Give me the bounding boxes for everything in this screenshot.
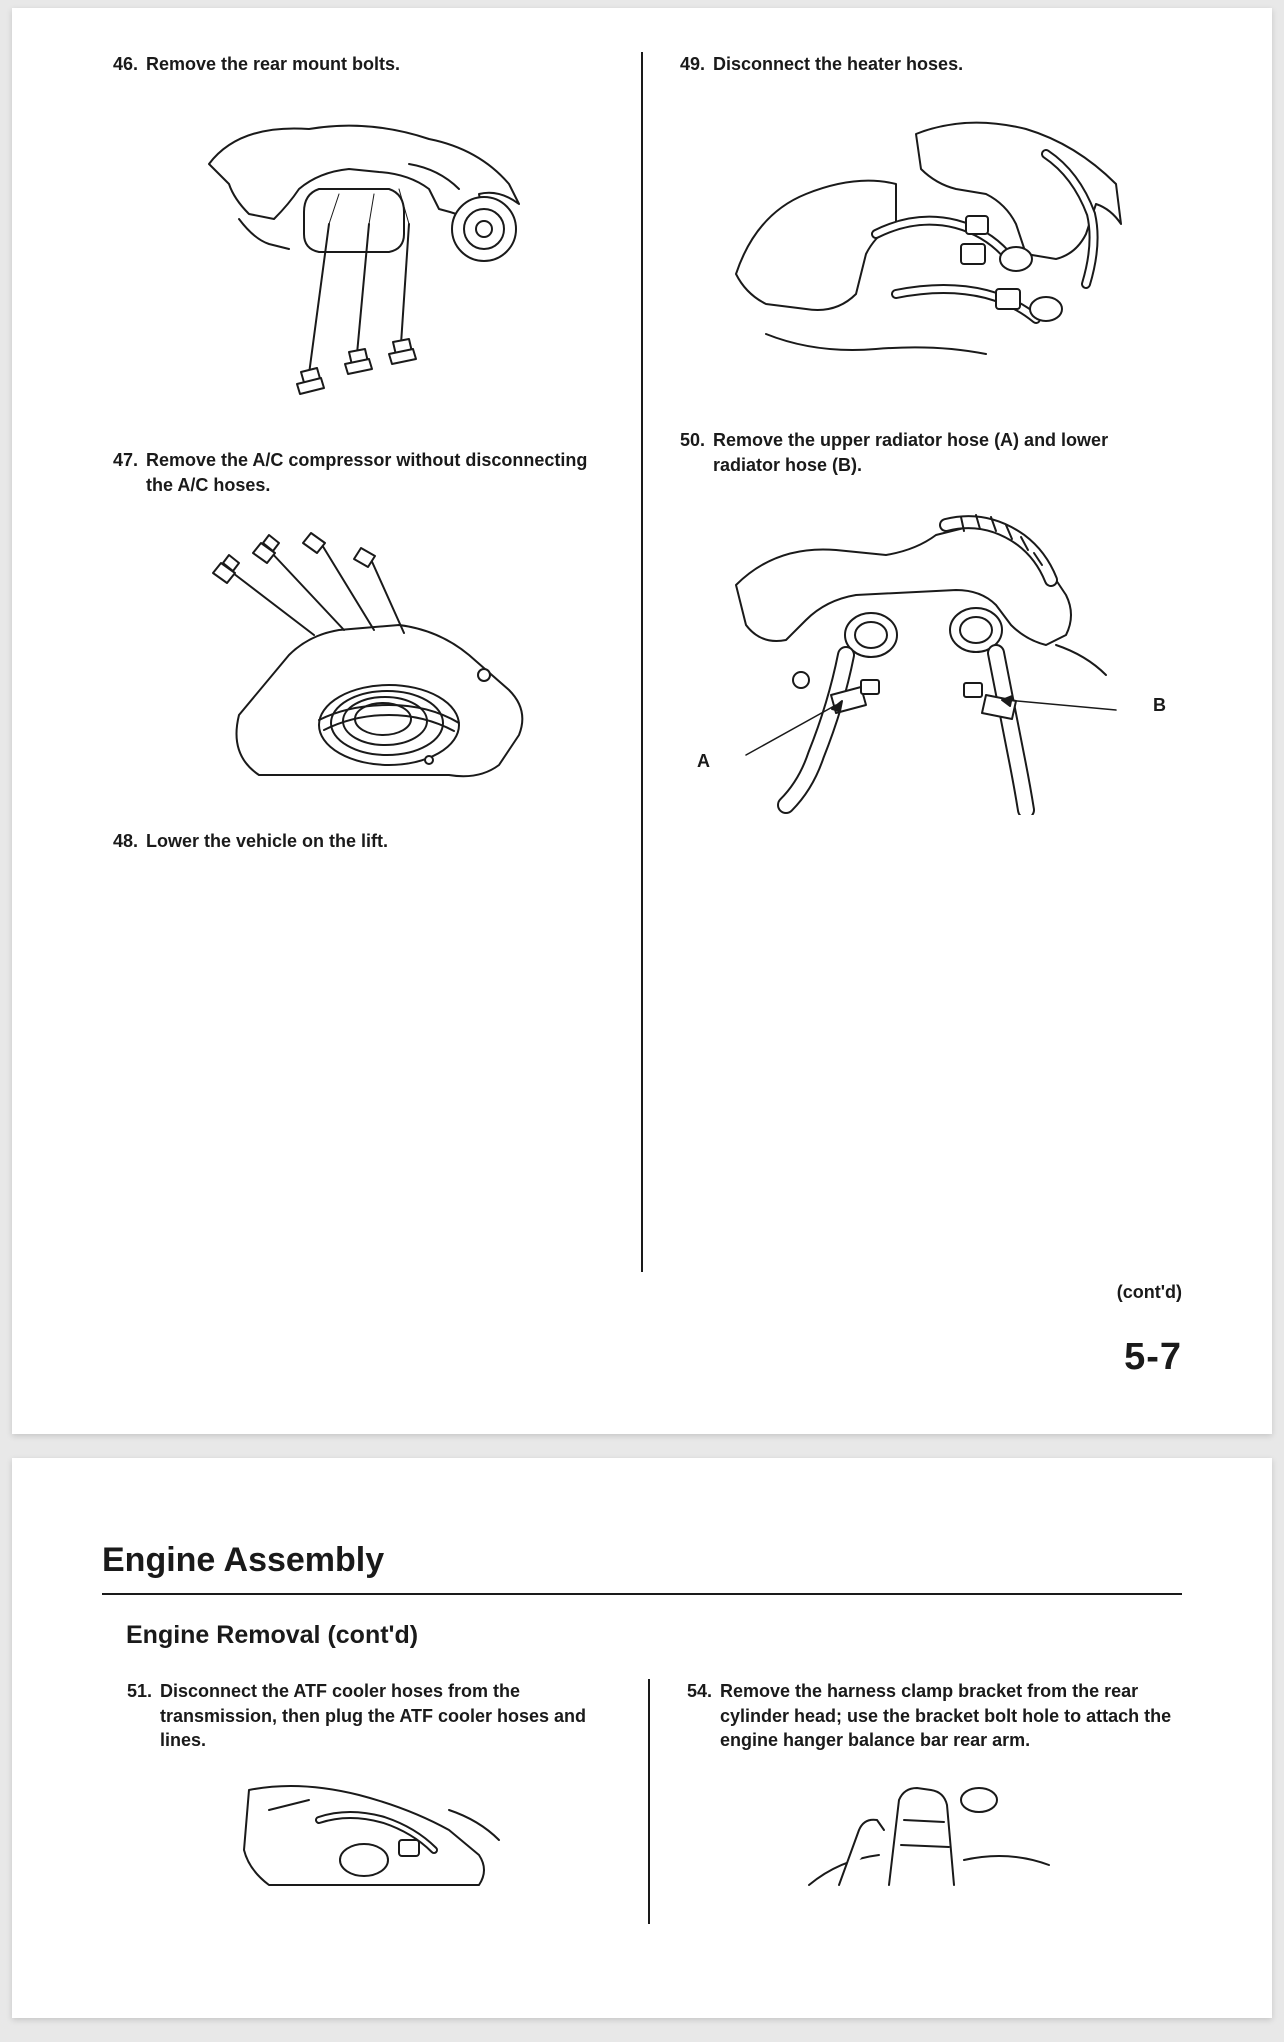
label-b: B (1153, 693, 1166, 717)
figure-radiator-hoses: A B (679, 495, 1172, 815)
left-column: 46. Remove the rear mount bolts. (102, 52, 641, 1272)
subsection-heading: Engine Removal (cont'd) (126, 1619, 1182, 1653)
figure-atf-cooler-hoses (126, 1770, 612, 1890)
manual-page-2: Engine Assembly Engine Removal (cont'd) … (12, 1458, 1272, 2018)
step-text: Remove the harness clamp bracket from th… (720, 1679, 1172, 1752)
label-a: A (697, 749, 710, 773)
right-column: 49. Disconnect the heater hoses. (641, 52, 1182, 1272)
step-number: 50. (679, 428, 713, 477)
figure-harness-clamp-bracket (686, 1770, 1172, 1890)
step-49: 49. Disconnect the heater hoses. (679, 52, 1172, 76)
step-text: Remove the rear mount bolts. (146, 52, 605, 76)
step-number: 46. (112, 52, 146, 76)
figure-heater-hoses (679, 94, 1172, 394)
figure-rear-mount-bolts (112, 94, 605, 414)
heading-rule (102, 1593, 1182, 1595)
step-number: 51. (126, 1679, 160, 1752)
figure-ac-compressor (112, 515, 605, 795)
step-47: 47. Remove the A/C compressor without di… (112, 448, 605, 497)
left-column: 51. Disconnect the ATF cooler hoses from… (102, 1679, 648, 1924)
step-51: 51. Disconnect the ATF cooler hoses from… (126, 1679, 612, 1752)
step-number: 47. (112, 448, 146, 497)
step-text: Remove the upper radiator hose (A) and l… (713, 428, 1172, 477)
section-heading: Engine Assembly (102, 1538, 1182, 1584)
step-48: 48. Lower the vehicle on the lift. (112, 829, 605, 853)
step-54: 54. Remove the harness clamp bracket fro… (686, 1679, 1172, 1752)
right-column: 54. Remove the harness clamp bracket fro… (648, 1679, 1182, 1924)
step-text: Lower the vehicle on the lift. (146, 829, 605, 853)
step-50: 50. Remove the upper radiator hose (A) a… (679, 428, 1172, 477)
manual-page-1: 46. Remove the rear mount bolts. (12, 8, 1272, 1434)
step-text: Disconnect the heater hoses. (713, 52, 1172, 76)
step-number: 54. (686, 1679, 720, 1752)
step-text: Disconnect the ATF cooler hoses from the… (160, 1679, 612, 1752)
continued-marker: (cont'd) (102, 1280, 1182, 1304)
step-number: 48. (112, 829, 146, 853)
step-46: 46. Remove the rear mount bolts. (112, 52, 605, 76)
two-column-layout: 51. Disconnect the ATF cooler hoses from… (102, 1679, 1182, 1924)
page-number: 5-7 (102, 1332, 1182, 1383)
two-column-layout: 46. Remove the rear mount bolts. (102, 52, 1182, 1272)
step-text: Remove the A/C compressor without discon… (146, 448, 605, 497)
step-number: 49. (679, 52, 713, 76)
